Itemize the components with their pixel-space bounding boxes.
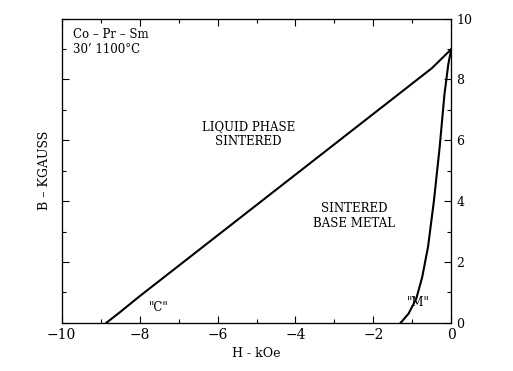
X-axis label: H - kOe: H - kOe <box>232 347 281 360</box>
Text: "C": "C" <box>149 301 169 313</box>
Text: LIQUID PHASE
SINTERED: LIQUID PHASE SINTERED <box>202 120 295 148</box>
Text: "M": "M" <box>407 296 430 309</box>
Y-axis label: B – KGAUSS: B – KGAUSS <box>38 131 51 210</box>
Text: SINTERED
BASE METAL: SINTERED BASE METAL <box>313 202 395 230</box>
Text: Co – Pr – Sm
30’ 1100°C: Co – Pr – Sm 30’ 1100°C <box>73 28 149 56</box>
